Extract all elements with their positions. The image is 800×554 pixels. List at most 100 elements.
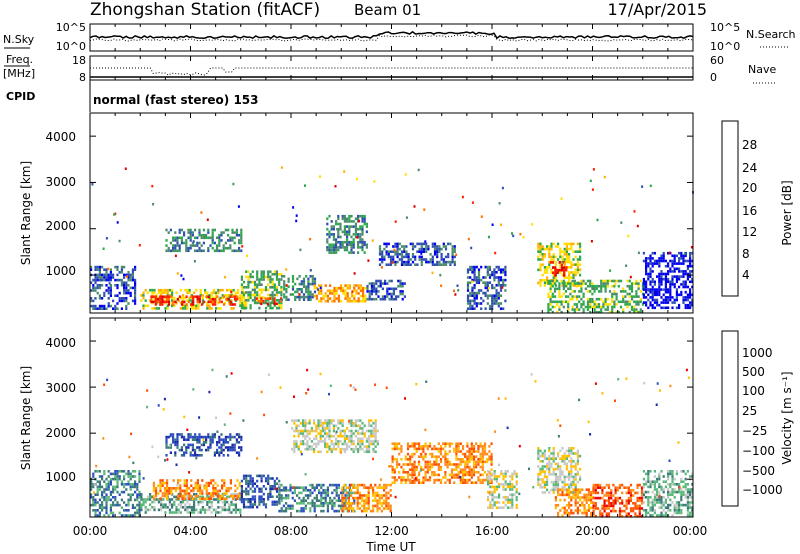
power-cell-341 — [230, 288, 233, 292]
velocity-cell-1473 — [367, 496, 370, 500]
velocity-cell-1080 — [348, 494, 351, 497]
power-cell-1221 — [381, 260, 384, 264]
power-cell-801 — [285, 290, 288, 294]
velocity-cell-2467 — [614, 486, 617, 489]
power-cell-1045 — [343, 248, 346, 252]
velocity-cell-84 — [107, 496, 110, 499]
velocity-cell-1051 — [340, 499, 343, 502]
velocity-cell-853 — [269, 487, 272, 491]
velocity-cell-1026 — [331, 499, 334, 502]
power-cell-1577 — [539, 284, 542, 287]
power-cell-2096 — [647, 298, 650, 302]
power-cell-94 — [112, 307, 115, 310]
velocity-cell-1763 — [448, 445, 451, 448]
power-cell-2235 — [671, 306, 674, 310]
velocity-cell-1185 — [319, 419, 322, 422]
power-cell-2245 — [673, 298, 676, 302]
velocity-cell-1641 — [415, 465, 418, 469]
power-cell-2353 — [292, 206, 295, 209]
power-cell-1536 — [499, 276, 503, 279]
power-cell-332 — [226, 288, 229, 292]
velocity-cell-1507 — [378, 499, 381, 502]
velocity-cell-696 — [213, 433, 216, 436]
velocity-cell-540 — [210, 479, 213, 482]
power-cell-1311 — [420, 250, 423, 253]
power-cell-511 — [189, 246, 192, 250]
velocity-cell-2035 — [509, 480, 512, 483]
power-cell-1693 — [568, 260, 571, 264]
velocity-cell-952 — [304, 499, 307, 502]
power-cell-2340 — [691, 280, 694, 284]
power-cell-1281 — [405, 263, 408, 266]
power-cell-1111 — [361, 220, 364, 223]
velocity-cell-1669 — [424, 442, 427, 445]
velocity-cell-1253 — [337, 440, 340, 443]
power-cell-2017 — [628, 292, 631, 296]
power-cell-2366 — [358, 219, 361, 223]
velocity-cell-2019 — [504, 472, 507, 476]
power-cell-1136 — [366, 297, 369, 301]
power-cell-1879 — [582, 292, 585, 296]
velocity-cell-2126 — [548, 465, 551, 468]
velocity-cell-1839 — [466, 455, 469, 458]
velocity-cell-674 — [200, 448, 203, 452]
power-cell-2387 — [371, 239, 374, 242]
power-cell-264 — [188, 288, 191, 292]
power-cell-982 — [328, 233, 331, 236]
velocity-cell-659 — [194, 454, 197, 457]
velocity-cell-1282 — [346, 442, 349, 446]
power-cell-428 — [207, 295, 210, 298]
power-cell-2448 — [356, 177, 359, 181]
velocity-cell-2047 — [511, 485, 514, 489]
velocity-cell-2337 — [576, 501, 579, 504]
velocity-cell-653 — [191, 454, 194, 457]
power-cell-1252 — [396, 242, 399, 246]
velocity-cell-394 — [226, 500, 229, 504]
velocity-cell-1880 — [472, 471, 476, 474]
velocity-cell-2342 — [579, 491, 582, 494]
velocity-cell-1339 — [361, 440, 364, 443]
velocity-cell-1786 — [455, 450, 458, 453]
power-cell-2459 — [405, 216, 408, 219]
power-cell-483 — [178, 231, 181, 234]
velocity-cell-891 — [280, 494, 283, 497]
power-cell-1232 — [387, 250, 390, 253]
power-cell-902 — [331, 292, 334, 295]
power-cell-42 — [98, 286, 101, 290]
power-cell-423 — [198, 298, 201, 301]
velocity-cell-2441 — [605, 515, 608, 518]
power-cell-749 — [275, 278, 279, 281]
power-cell-322 — [217, 301, 220, 305]
velocity-cell-2324 — [572, 511, 575, 515]
power-cell-2073 — [645, 257, 648, 260]
velocity-cell-844 — [267, 474, 270, 478]
power-cell-416 — [192, 300, 195, 304]
power-cell-1123 — [363, 220, 366, 223]
power-cell-1729 — [576, 266, 579, 269]
velocity-cell-2391 — [592, 486, 595, 489]
power-cell-2050 — [637, 303, 640, 306]
power-cell-864 — [311, 282, 314, 286]
power-cell-2250 — [675, 275, 678, 278]
power-cell-1873 — [580, 290, 583, 293]
velocity-cell-1276 — [343, 442, 346, 446]
velocity-cell-1910 — [481, 445, 484, 448]
power-cell-606 — [240, 231, 243, 234]
velocity-cell-346 — [201, 500, 204, 504]
velocity-cell-2295 — [561, 514, 564, 517]
power-cell-568 — [220, 231, 223, 234]
power-cell-1320 — [425, 242, 428, 246]
velocity-cell-1284 — [346, 447, 349, 451]
velocity-cell-1028 — [331, 504, 334, 508]
velocity-cell-1814 — [459, 481, 462, 484]
power-cell-1561 — [537, 250, 540, 253]
velocity-cell-1772 — [450, 468, 454, 471]
power-cell-1353 — [438, 250, 441, 253]
velocity-cell-2354 — [583, 498, 586, 502]
power-cell-120 — [120, 284, 123, 287]
velocity-cell-1486 — [372, 504, 375, 508]
velocity-cell-984 — [315, 504, 318, 508]
velocity-cell-1165 — [313, 429, 316, 433]
velocity-cell-441 — [159, 497, 162, 500]
velocity-cell-1293 — [350, 421, 353, 425]
